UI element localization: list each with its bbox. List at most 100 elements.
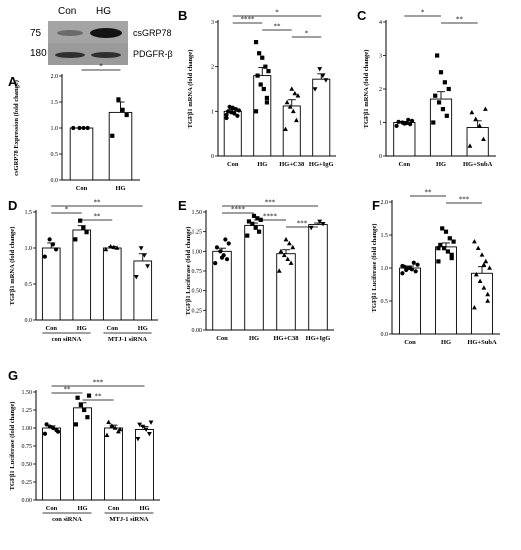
data-point <box>442 80 447 85</box>
data-point <box>137 422 142 427</box>
data-point <box>445 249 450 254</box>
x-tick-label: HG <box>441 339 451 346</box>
data-point <box>148 420 154 425</box>
bar <box>72 229 92 321</box>
x-tick-label: HG+IgG <box>309 161 334 168</box>
data-point <box>263 64 268 69</box>
data-point <box>483 258 489 264</box>
x-tick-label: HG+SubA <box>467 339 497 346</box>
data-point <box>42 431 48 436</box>
panel-label: B <box>178 8 187 23</box>
data-point <box>143 427 149 433</box>
data-point <box>409 118 415 123</box>
data-point <box>81 125 86 131</box>
group-label: MTJ-1 siRNA <box>108 336 147 343</box>
x-tick-label: HG+C38 <box>273 335 299 342</box>
data-point <box>116 97 121 102</box>
x-tick-label: Con <box>46 505 58 512</box>
y-tick-label: 0 <box>379 154 382 160</box>
data-point <box>469 109 475 115</box>
bar <box>102 247 122 321</box>
y-tick-label: 1.5 <box>51 100 59 106</box>
y-tick-label: 1.25 <box>22 408 33 414</box>
data-point <box>135 437 141 442</box>
data-point <box>286 240 292 246</box>
x-tick-label: HG+C38 <box>279 161 305 168</box>
data-point <box>120 107 125 112</box>
data-point <box>106 419 111 425</box>
y-axis-title: TGFβ1 Luciferase (fold change) <box>185 227 192 316</box>
panel-label: F <box>372 198 380 213</box>
blot-mw-marker: 180 <box>30 48 47 59</box>
data-point <box>73 422 79 427</box>
bar <box>308 224 328 331</box>
y-tick-label: 0.0 <box>51 178 59 184</box>
data-point <box>110 133 115 138</box>
data-point <box>73 237 78 242</box>
significance-label: **** <box>263 213 278 221</box>
data-point <box>224 112 229 118</box>
data-point <box>140 424 146 430</box>
data-point <box>235 113 240 118</box>
data-point <box>251 213 257 219</box>
y-tick-label: 1.0 <box>381 266 389 272</box>
group-label: con siRNA <box>52 336 82 343</box>
data-point <box>245 233 250 238</box>
data-point <box>400 271 405 276</box>
data-point <box>257 51 262 56</box>
data-point <box>485 291 491 297</box>
data-point <box>77 125 82 131</box>
y-tick-label: 0.25 <box>192 308 203 314</box>
data-point <box>85 415 90 420</box>
data-point <box>411 260 416 265</box>
blot-band-hg-csgrp78 <box>90 28 122 38</box>
data-point <box>440 107 446 112</box>
data-point <box>436 100 442 105</box>
bar <box>108 111 133 181</box>
panel-label: C <box>357 8 367 23</box>
data-point <box>246 219 252 224</box>
bar <box>399 267 421 335</box>
blot-lane-label-con: Con <box>58 6 76 17</box>
y-tick-label: 0.50 <box>192 289 203 295</box>
data-point <box>283 236 289 242</box>
data-point <box>75 395 80 400</box>
data-point <box>284 99 290 105</box>
y-tick-label: 1.0 <box>25 246 33 252</box>
x-tick-label: Con <box>216 335 228 342</box>
significance-label: *** <box>459 196 470 204</box>
bar <box>276 253 296 331</box>
x-tick-label: Con <box>108 505 120 512</box>
data-point <box>294 117 299 123</box>
y-tick-label: 4 <box>379 20 382 26</box>
data-point <box>225 109 231 114</box>
data-point <box>451 239 456 244</box>
data-point <box>47 424 52 429</box>
data-point <box>138 246 144 251</box>
western-blot: Con HG 75 180 csGRP78 PDGFR-β <box>30 6 173 65</box>
data-point <box>289 86 295 91</box>
significance-label: **** <box>231 206 246 214</box>
data-point <box>85 125 90 131</box>
panel-label: E <box>178 198 187 213</box>
x-tick-label: Con <box>106 325 118 332</box>
data-point <box>290 244 296 250</box>
significance-label: ** <box>94 199 102 207</box>
x-tick-label: HG+IgG <box>306 335 331 342</box>
data-point <box>253 109 259 114</box>
bar <box>42 427 61 501</box>
significance-label: * <box>99 63 103 71</box>
y-tick-label: 2.0 <box>381 200 389 206</box>
x-tick-label: HG+SubA <box>463 161 493 168</box>
y-axis-title: TGFβ1 mRNA (fold change) <box>187 50 194 129</box>
data-point <box>227 104 232 109</box>
data-point <box>438 242 443 247</box>
y-tick-label: 2.0 <box>51 74 59 80</box>
data-point <box>479 252 485 257</box>
y-tick-label: 0.50 <box>22 462 33 468</box>
data-point <box>317 219 323 225</box>
blot-protein-label: csGRP78 <box>133 28 172 38</box>
y-axis-title: TGFβ1 mRNA (fold change) <box>9 227 16 306</box>
x-tick-label: HG <box>77 325 87 332</box>
data-point <box>256 229 262 234</box>
